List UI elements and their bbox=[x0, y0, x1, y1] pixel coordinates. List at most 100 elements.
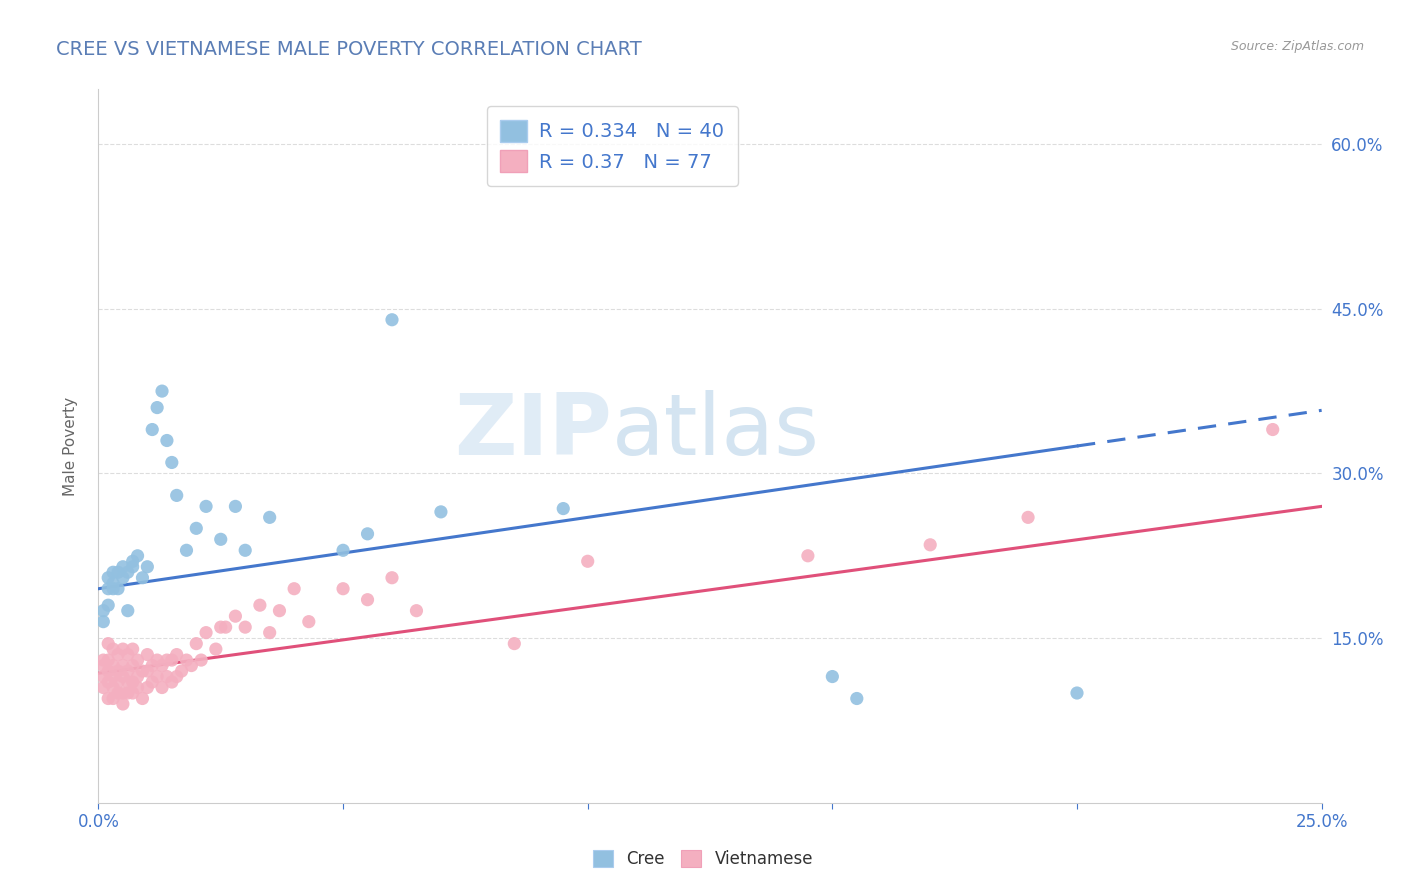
Point bbox=[224, 500, 246, 514]
Point bbox=[356, 592, 378, 607]
Point bbox=[190, 653, 212, 667]
Point bbox=[91, 653, 114, 667]
Point bbox=[127, 653, 149, 667]
Point bbox=[117, 664, 139, 678]
Point bbox=[91, 615, 114, 629]
Point bbox=[111, 669, 134, 683]
Point bbox=[121, 675, 143, 690]
Point bbox=[91, 669, 114, 683]
Point bbox=[111, 697, 134, 711]
Point bbox=[121, 559, 143, 574]
Point bbox=[121, 686, 143, 700]
Point bbox=[170, 664, 193, 678]
Point bbox=[97, 664, 120, 678]
Text: Source: ZipAtlas.com: Source: ZipAtlas.com bbox=[1230, 40, 1364, 54]
Point bbox=[101, 576, 124, 591]
Point bbox=[127, 669, 149, 683]
Point bbox=[127, 549, 149, 563]
Point bbox=[195, 625, 218, 640]
Point bbox=[136, 559, 159, 574]
Point bbox=[141, 423, 163, 437]
Point bbox=[180, 658, 202, 673]
Point bbox=[166, 488, 188, 502]
Point bbox=[111, 686, 134, 700]
Point bbox=[156, 434, 179, 448]
Point bbox=[166, 648, 188, 662]
Point bbox=[283, 582, 305, 596]
Point bbox=[111, 559, 134, 574]
Point bbox=[821, 669, 844, 683]
Point bbox=[97, 637, 120, 651]
Point bbox=[131, 691, 153, 706]
Point bbox=[117, 686, 139, 700]
Point bbox=[107, 686, 129, 700]
Point bbox=[136, 648, 159, 662]
Legend: R = 0.334   N = 40, R = 0.37   N = 77: R = 0.334 N = 40, R = 0.37 N = 77 bbox=[486, 106, 738, 186]
Point bbox=[146, 401, 169, 415]
Point bbox=[101, 681, 124, 695]
Point bbox=[101, 669, 124, 683]
Point bbox=[553, 501, 575, 516]
Point bbox=[176, 543, 198, 558]
Point bbox=[166, 669, 188, 683]
Point bbox=[160, 675, 183, 690]
Point bbox=[405, 604, 427, 618]
Point bbox=[131, 571, 153, 585]
Point bbox=[160, 653, 183, 667]
Point bbox=[91, 681, 114, 695]
Point bbox=[209, 620, 232, 634]
Point bbox=[356, 526, 378, 541]
Point bbox=[101, 658, 124, 673]
Point bbox=[381, 312, 404, 326]
Legend: Cree, Vietnamese: Cree, Vietnamese bbox=[586, 843, 820, 875]
Text: ZIP: ZIP bbox=[454, 390, 612, 474]
Point bbox=[121, 642, 143, 657]
Point bbox=[101, 566, 124, 580]
Point bbox=[121, 658, 143, 673]
Point bbox=[111, 642, 134, 657]
Point bbox=[176, 653, 198, 667]
Point bbox=[249, 598, 271, 612]
Point bbox=[150, 384, 173, 398]
Point bbox=[1261, 423, 1284, 437]
Point bbox=[131, 664, 153, 678]
Point bbox=[141, 675, 163, 690]
Point bbox=[259, 625, 281, 640]
Point bbox=[136, 664, 159, 678]
Point bbox=[233, 543, 256, 558]
Point bbox=[117, 566, 139, 580]
Point bbox=[224, 609, 246, 624]
Point bbox=[97, 653, 120, 667]
Point bbox=[430, 505, 453, 519]
Point bbox=[186, 521, 208, 535]
Point bbox=[576, 554, 599, 568]
Point bbox=[107, 648, 129, 662]
Point bbox=[332, 543, 354, 558]
Point bbox=[845, 691, 868, 706]
Point bbox=[107, 664, 129, 678]
Point bbox=[298, 615, 321, 629]
Point bbox=[1066, 686, 1088, 700]
Point bbox=[97, 571, 120, 585]
Point bbox=[97, 675, 120, 690]
Point bbox=[209, 533, 232, 547]
Point bbox=[1017, 510, 1039, 524]
Point bbox=[186, 637, 208, 651]
Point bbox=[205, 642, 228, 657]
Point bbox=[160, 455, 183, 469]
Point bbox=[797, 549, 820, 563]
Point bbox=[214, 620, 236, 634]
Point bbox=[259, 510, 281, 524]
Point bbox=[101, 582, 124, 596]
Point bbox=[920, 538, 942, 552]
Point bbox=[332, 582, 354, 596]
Text: CREE VS VIETNAMESE MALE POVERTY CORRELATION CHART: CREE VS VIETNAMESE MALE POVERTY CORRELAT… bbox=[56, 40, 643, 59]
Point bbox=[117, 604, 139, 618]
Point bbox=[107, 675, 129, 690]
Point bbox=[111, 571, 134, 585]
Point bbox=[136, 681, 159, 695]
Point bbox=[97, 598, 120, 612]
Point bbox=[269, 604, 291, 618]
Point bbox=[150, 658, 173, 673]
Point bbox=[381, 571, 404, 585]
